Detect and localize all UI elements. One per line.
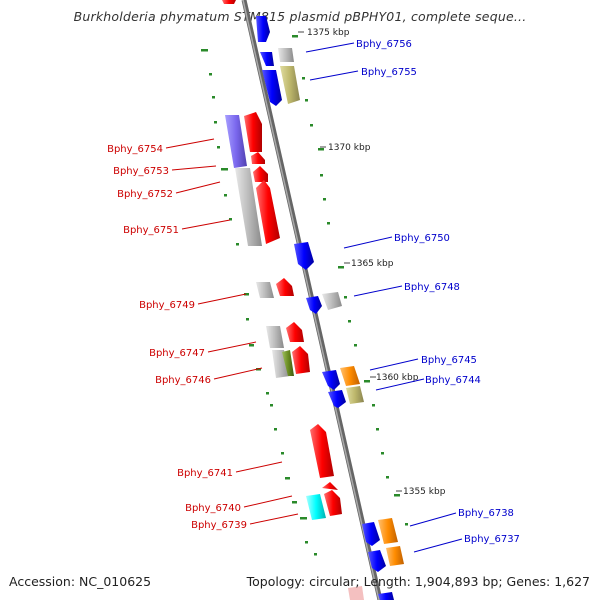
gene-feature-bphy-6738[interactable] bbox=[378, 518, 398, 544]
gc-skew-track-outer bbox=[201, 49, 317, 556]
gene-feature[interactable] bbox=[328, 390, 346, 408]
gene-label-bphy-6751[interactable]: Bphy_6751 bbox=[123, 225, 179, 236]
gene-feature[interactable] bbox=[278, 48, 294, 62]
gene-feature-bphy-6746[interactable] bbox=[292, 346, 310, 374]
gene-feature-bphy-6751-gray[interactable] bbox=[235, 168, 262, 246]
gene-feature-bphy-6744[interactable] bbox=[346, 386, 364, 404]
gene-label-bphy-6745[interactable]: Bphy_6745 bbox=[421, 355, 477, 366]
gene-label-bphy-6738[interactable]: Bphy_6738 bbox=[458, 508, 514, 519]
accession-text: Accession: NC_010625 bbox=[9, 574, 152, 589]
gene-label-bphy-6737[interactable]: Bphy_6737 bbox=[464, 534, 520, 545]
tick-label: 1375 kbp bbox=[307, 28, 350, 38]
gene-feature[interactable] bbox=[368, 550, 386, 572]
gene-feature-bphy-6754[interactable] bbox=[225, 115, 247, 168]
gene-feature-bphy-6756[interactable] bbox=[260, 52, 274, 66]
gene-label-bphy-6740[interactable]: Bphy_6740 bbox=[185, 503, 241, 514]
tick-label: 1370 kbp bbox=[328, 143, 371, 153]
gene-feature-bphy-6753[interactable] bbox=[251, 152, 265, 164]
gene-feature-bphy-6752[interactable] bbox=[253, 166, 268, 182]
gene-feature-bphy-6741[interactable] bbox=[310, 424, 334, 478]
label-leaders-right bbox=[305, 42, 463, 553]
gene-feature-bphy-6739[interactable] bbox=[306, 494, 326, 520]
map-title: Burkholderia phymatum STM815 plasmid pBP… bbox=[73, 9, 527, 24]
gene-label-bphy-6739[interactable]: Bphy_6739 bbox=[191, 520, 247, 531]
gene-feature[interactable] bbox=[322, 292, 342, 310]
gene-label-bphy-6748[interactable]: Bphy_6748 bbox=[404, 282, 460, 293]
gene-feature-bphy-6751[interactable] bbox=[256, 180, 280, 244]
gene-feature[interactable] bbox=[266, 326, 284, 348]
gene-label-bphy-6756[interactable]: Bphy_6756 bbox=[356, 39, 412, 50]
gene-label-bphy-6755[interactable]: Bphy_6755 bbox=[361, 67, 417, 78]
tick-label: 1360 kbp bbox=[376, 373, 419, 383]
tick-label: 1355 kbp bbox=[403, 487, 446, 497]
gene-label-bphy-6744[interactable]: Bphy_6744 bbox=[425, 375, 481, 386]
gene-feature[interactable] bbox=[256, 282, 274, 298]
gc-skew-track-right bbox=[292, 35, 408, 526]
gene-feature-bphy-6754-red[interactable] bbox=[244, 112, 262, 152]
gene-feature-bphy-6747[interactable] bbox=[286, 322, 304, 342]
label-leaders-left bbox=[165, 138, 299, 525]
gene-feature-bphy-6744-blue[interactable] bbox=[322, 370, 340, 390]
gene-feature-bphy-6745[interactable] bbox=[340, 366, 360, 386]
gene-label-bphy-6747[interactable]: Bphy_6747 bbox=[149, 348, 205, 359]
gene-label-bphy-6741[interactable]: Bphy_6741 bbox=[177, 468, 233, 479]
kbp-tick-marks bbox=[298, 31, 402, 492]
gene-label-bphy-6746[interactable]: Bphy_6746 bbox=[155, 375, 211, 386]
gene-feature[interactable] bbox=[348, 586, 364, 600]
gene-feature-bphy-6755[interactable] bbox=[262, 70, 282, 106]
gene-label-bphy-6749[interactable]: Bphy_6749 bbox=[139, 300, 195, 311]
summary-text: Topology: circular; Length: 1,904,893 bp… bbox=[246, 574, 590, 589]
gene-label-bphy-6752[interactable]: Bphy_6752 bbox=[117, 189, 173, 200]
gene-label-bphy-6753[interactable]: Bphy_6753 bbox=[113, 166, 169, 177]
gene-feature[interactable] bbox=[378, 592, 394, 600]
gene-feature[interactable] bbox=[282, 350, 294, 376]
gene-label-bphy-6750[interactable]: Bphy_6750 bbox=[394, 233, 450, 244]
gene-feature-bphy-6749[interactable] bbox=[276, 278, 294, 296]
gene-feature[interactable] bbox=[322, 482, 338, 490]
gene-feature-bphy-6737[interactable] bbox=[386, 546, 404, 566]
gene-feature-bphy-6738-blue[interactable] bbox=[362, 522, 380, 546]
gene-feature-bphy-6740[interactable] bbox=[324, 490, 342, 516]
gene-feature-bphy-6748[interactable] bbox=[306, 296, 322, 314]
gene-feature-bphy-6757[interactable] bbox=[256, 16, 270, 42]
gene-feature-bphy-6750[interactable] bbox=[294, 242, 314, 270]
tick-label: 1365 kbp bbox=[351, 259, 394, 269]
gene-feature[interactable] bbox=[280, 66, 300, 104]
gene-feature[interactable] bbox=[222, 0, 236, 4]
gene-label-bphy-6754[interactable]: Bphy_6754 bbox=[107, 144, 163, 155]
